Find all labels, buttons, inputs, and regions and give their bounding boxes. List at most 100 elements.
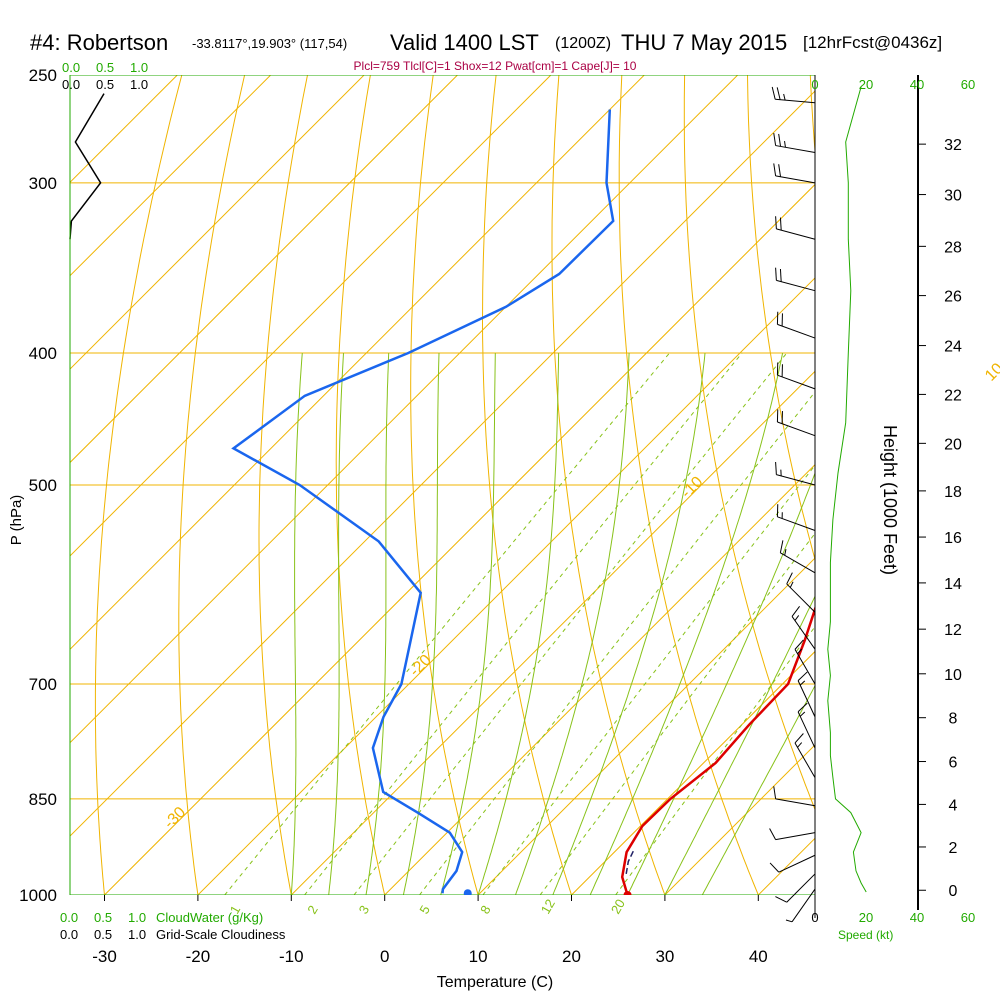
wind-barb (773, 786, 816, 807)
pressure-tick-label: 1000 (19, 886, 57, 905)
dry-adiabat (94, 75, 183, 895)
isotherm-line (477, 557, 815, 895)
isotherm-line (664, 744, 815, 895)
cloudiness-tick: 0.0 (60, 927, 78, 942)
moist-adiabat (589, 352, 784, 895)
wind-panel: 0 20 40 600 20 40 60 (769, 75, 975, 925)
wind-barb-half-flag (799, 680, 806, 686)
wind-barb-flag (778, 164, 782, 177)
station-coords: -33.8117°,19.903° (117,54) (192, 36, 347, 51)
temperature-tick-label: -30 (92, 947, 117, 966)
moist-adiabat (515, 352, 630, 895)
moist-adiabat (328, 352, 344, 895)
cloudiness-tick: 1.0 (128, 927, 146, 942)
cloudiness-tick: 0.5 (94, 927, 112, 942)
wind-barb-flag (779, 268, 782, 282)
mixing-ratio-line (304, 352, 743, 895)
wind-barb-staff (775, 832, 816, 841)
moist-adiabat (440, 352, 496, 895)
wind-barb-half-flag (794, 615, 800, 621)
height-tick-label: 32 (944, 137, 962, 154)
height-tick-label: 14 (944, 576, 962, 593)
wind-barb-flag (779, 217, 782, 231)
moist-adiabat (477, 352, 560, 895)
wind-barb (797, 702, 816, 749)
wind-barb (775, 267, 816, 292)
isotherm-line (70, 75, 645, 651)
cloudwater-label: CloudWater (g/Kg) (156, 910, 263, 925)
dry-adiabat (481, 75, 573, 895)
wind-barb-staff (786, 873, 816, 903)
wind-barb (773, 132, 816, 153)
isotherm-line (852, 75, 1000, 895)
wind-barb (776, 409, 816, 437)
temperature-tick-label: 20 (562, 947, 581, 966)
isotherm-line (70, 75, 365, 370)
background-lines (70, 75, 1000, 895)
wind-speed-profile (827, 86, 867, 893)
wind-barb-staff (797, 680, 816, 718)
profiles (231, 109, 815, 895)
wind-barb (797, 671, 816, 718)
temperature-profile (620, 605, 815, 895)
temperature-tick-label: -10 (279, 947, 304, 966)
x-axis-title: Temperature (C) (437, 974, 553, 991)
isotherm-line (70, 75, 458, 464)
pressure-tick-label: 500 (29, 476, 57, 495)
wind-barb-flag (794, 733, 804, 744)
wind-barb-staff (794, 742, 816, 778)
dry-adiabat (410, 75, 479, 895)
isotherm-label: 30 (999, 530, 1000, 555)
cloudwater-tick: 0.5 (94, 910, 112, 925)
wind-barb-staff (791, 888, 816, 923)
wind-barb-staff (791, 616, 816, 650)
isotherm-line (70, 90, 815, 837)
moist-adiabat (365, 352, 390, 895)
dry-adiabat (551, 75, 666, 895)
mixing-ratio-line (539, 532, 815, 895)
wind-barb-staff (775, 175, 816, 184)
dry-adiabat (809, 75, 815, 157)
height-tick-label: 24 (944, 339, 962, 356)
mixing-ratio-line (419, 391, 815, 895)
dry-adiabat (746, 75, 815, 562)
isotherm-line (70, 75, 552, 557)
wind-barb-staff (797, 711, 816, 749)
wind-barb (771, 86, 816, 104)
temperature-tick-label: -20 (186, 947, 211, 966)
wind-barb-staff (777, 323, 816, 339)
cloudwater-scale-top: 0.0 0.5 1.0 (62, 60, 148, 75)
wind-barb (769, 854, 816, 873)
wind-barb-flag (775, 896, 787, 903)
height-tick-label: 6 (949, 755, 958, 772)
dry-adiabat (618, 75, 759, 895)
mixing-ratio-label: 8 (477, 903, 494, 917)
cloudwater-tick: 0.0 (60, 910, 78, 925)
moist-adiabat (552, 352, 706, 895)
speed-tick-bottom: 0 (811, 910, 818, 925)
isotherm-line (384, 463, 815, 895)
mixing-ratio-line (482, 464, 815, 895)
wind-barb (775, 461, 816, 486)
wind-barb-flag (797, 671, 808, 682)
wind-barb (775, 216, 816, 240)
moist-adiabat (290, 352, 303, 895)
left-axis: 250 300 400 500 700 850 1000 (19, 66, 71, 905)
wind-barb-staff (776, 228, 816, 240)
wind-barb (794, 639, 816, 685)
dewpoint-profile (231, 109, 615, 894)
mixing-ratio-label: 5 (416, 903, 433, 917)
speed-tick-bottom: 20 (859, 910, 873, 925)
wind-barb (773, 163, 816, 184)
wind-barb-flag (771, 86, 776, 100)
isotherm-line (197, 277, 815, 895)
cloudwater-tick: 1.0 (128, 910, 146, 925)
temperature-tick-label: 30 (655, 947, 674, 966)
station-title: #4: Robertson (30, 30, 168, 55)
speed-tick-top: 20 (859, 77, 873, 92)
wind-barb (785, 888, 816, 923)
wind-barb (776, 311, 816, 339)
dry-adiabat (683, 75, 815, 811)
wind-barb-flag (775, 267, 777, 281)
